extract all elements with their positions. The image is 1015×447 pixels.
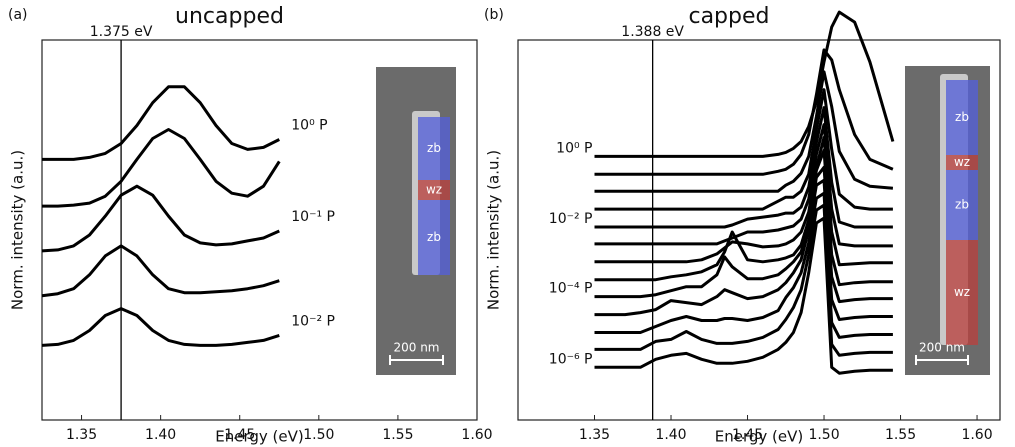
spectrum-line [41,184,280,253]
x-tick-label: 1.60 [461,427,492,443]
spectrum-line [594,216,893,375]
spectrum-line [41,307,280,347]
region-label: zb [955,110,969,124]
x-axis-label: Energy (eV) [715,428,803,446]
spectrum-line [594,148,893,287]
spectrum-line [42,85,280,161]
x-tick-label: 1.55 [382,427,413,443]
reference-label: 1.375 eV [90,24,153,40]
spectrum-line [594,106,893,229]
curve-label: 10⁻² P [549,211,593,227]
spectrum-line [594,10,895,158]
x-tick-label: 1.50 [808,427,839,443]
x-tick-label: 1.45 [732,427,763,443]
region [418,180,450,200]
curve-label: 10⁻¹ P [291,209,335,225]
curve-label: 10⁻⁴ P [549,281,593,297]
region-label: zb [427,230,441,244]
region [946,80,978,155]
x-tick-label: 1.40 [145,427,176,443]
panel-label: (a) [8,7,28,23]
spectrum-line [594,123,893,248]
x-tick-label: 1.60 [961,427,992,443]
y-axis-label: Norm. intensity (a.u.) [485,150,503,310]
reference-label: 1.388 eV [621,24,684,40]
x-axis-label: Energy (eV) [215,428,303,446]
x-tick-label: 1.40 [655,427,686,443]
curve-label: 10⁻² P [291,313,335,329]
spectrum-line [594,88,893,211]
spectrum-line [594,48,894,176]
x-tick-label: 1.55 [885,427,916,443]
plot-frame [41,39,478,421]
plot-frame [517,39,1001,421]
region-label: wz [954,285,970,299]
curve-label: 10⁰ P [556,140,592,156]
panel-label: (b) [484,7,504,23]
region [946,170,978,240]
x-tick-label: 1.45 [224,427,255,443]
region-label: wz [954,155,970,169]
region [418,200,450,275]
scale-bar-label: 200 nm [393,341,439,355]
region [946,240,978,345]
chart-title: capped [688,4,769,29]
scale-bar-label: 200 nm [919,341,965,355]
spectrum-line [594,70,894,193]
y-axis-label: Norm. intensity (a.u.) [9,150,27,310]
region [946,155,978,170]
chart-title: uncapped [175,4,284,29]
spectrum-line [41,244,280,298]
region-label: zb [427,141,441,155]
x-tick-label: 1.35 [579,427,610,443]
curve-label: 10⁻⁶ P [549,351,593,367]
spectrum-line [594,136,893,267]
spectrum-line [42,128,281,208]
x-tick-label: 1.50 [303,427,334,443]
region-label: wz [426,183,442,197]
x-tick-label: 1.35 [66,427,97,443]
region-label: zb [955,198,969,212]
curve-label: 10⁰ P [291,117,327,133]
region [418,117,450,180]
